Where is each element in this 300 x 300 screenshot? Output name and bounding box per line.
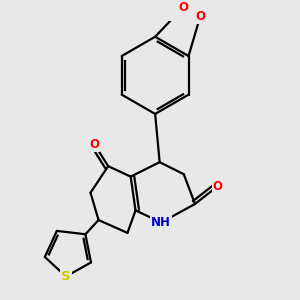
Text: O: O [212,180,223,193]
Text: O: O [195,10,205,23]
Text: NH: NH [151,216,171,229]
Text: S: S [61,270,71,283]
Text: O: O [89,138,100,151]
Text: O: O [178,1,188,13]
